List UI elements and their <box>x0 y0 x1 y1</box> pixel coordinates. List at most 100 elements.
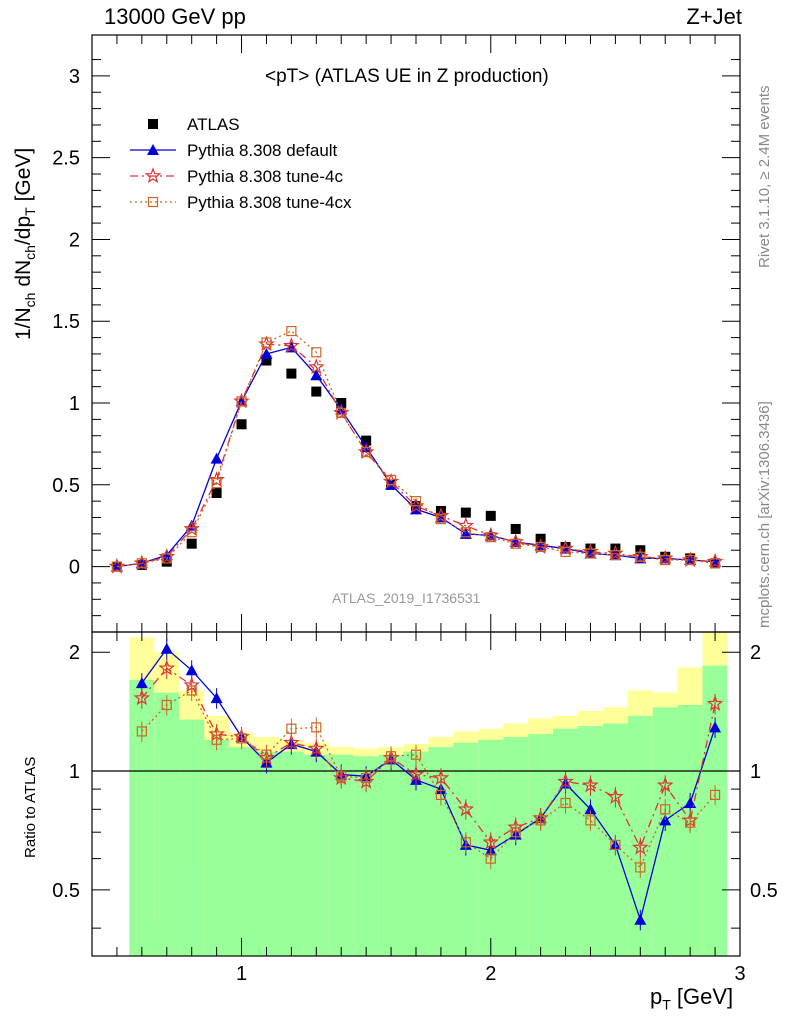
ratio-point <box>210 692 223 704</box>
ratio-point <box>236 733 247 744</box>
legend-marker <box>144 167 162 184</box>
data-point <box>260 347 273 359</box>
main-y-axis-label: 1/Nch dNch/dpT [GeV] <box>12 147 39 340</box>
data-point <box>485 532 496 543</box>
data-point <box>610 550 621 561</box>
legend-label: Pythia 8.308 tune-4cx <box>187 193 352 212</box>
ratio-point <box>311 722 322 733</box>
y-tick-label: 2 <box>69 229 80 251</box>
ratio-point <box>361 772 372 784</box>
band-inner-bin <box>303 754 329 956</box>
ratio-point <box>308 739 325 756</box>
y-tick-label-right: 2 <box>750 642 761 664</box>
ratio-point <box>135 677 148 689</box>
data-point <box>459 527 472 539</box>
data-point <box>610 543 621 554</box>
data-point <box>336 398 347 409</box>
x-axis-label: pT [GeV] <box>650 984 734 1013</box>
data-point <box>560 546 571 557</box>
ratio-point <box>211 734 222 745</box>
legend-marker <box>148 119 158 129</box>
ratio-x-ticks <box>91 632 741 956</box>
series-pythia-8-308-default <box>110 341 722 572</box>
legend-item: ATLAS <box>148 115 240 134</box>
data-point <box>286 325 297 337</box>
y-tick-label: 0.5 <box>52 475 80 497</box>
ratio-point <box>261 749 272 760</box>
band-inner-bin <box>528 734 554 956</box>
legend-label: Pythia 8.308 default <box>187 141 338 160</box>
data-point <box>161 553 172 564</box>
data-point <box>186 538 197 549</box>
ratio-series-line <box>141 647 716 923</box>
data-point <box>584 547 597 559</box>
data-point <box>385 474 397 485</box>
data-point <box>261 337 272 348</box>
data-point <box>111 561 123 572</box>
data-point <box>286 368 297 379</box>
ratio-point <box>685 817 696 828</box>
data-point <box>136 558 147 569</box>
ratio-point <box>435 789 447 801</box>
data-point <box>535 541 546 553</box>
series-atlas <box>111 355 721 572</box>
band-inner-bin <box>179 719 205 956</box>
ratio-point <box>410 749 422 760</box>
data-point <box>208 471 225 488</box>
band-inner-bin <box>278 751 304 956</box>
data-point <box>457 517 475 533</box>
band-inner-bin <box>154 692 180 956</box>
legend-label: Pythia 8.308 tune-4c <box>187 167 343 186</box>
band-inner-bin <box>553 728 578 956</box>
ratio-series-pythia-8-308-tune-4cx <box>136 680 721 879</box>
data-point <box>460 527 471 538</box>
x-tick-labels: 1 2 3 <box>236 963 746 985</box>
ratio-point <box>286 723 297 734</box>
data-point <box>685 554 696 566</box>
data-point <box>308 358 325 375</box>
data-point <box>210 452 223 464</box>
data-point <box>183 520 200 536</box>
series-pythia-8-308-tune-4cx <box>111 325 721 572</box>
ratio-point <box>660 804 671 815</box>
data-point <box>261 355 272 366</box>
legend-item: Pythia 8.308 tune-4cx <box>130 193 352 212</box>
rivet-label: Rivet 3.1.10, ≥ 2.4M events <box>756 85 773 269</box>
ratio-point <box>634 913 647 925</box>
main-x-ticks <box>91 35 741 632</box>
y-tick-label: 1.5 <box>52 311 80 333</box>
data-point <box>709 558 721 569</box>
y-tick-label-right: 1 <box>750 761 761 783</box>
ratio-point <box>535 815 546 826</box>
y-tick-label: 0.5 <box>52 880 80 902</box>
legend-marker <box>147 196 159 208</box>
ratio-point <box>635 862 646 873</box>
ratio-point <box>706 695 724 711</box>
band-inner-bin <box>652 707 678 956</box>
band-inner-bin <box>204 739 230 956</box>
ratio-point <box>560 797 571 809</box>
ratio-point <box>136 726 147 737</box>
data-point <box>161 556 172 567</box>
series-line <box>116 330 716 568</box>
series-line <box>116 346 716 568</box>
plot-title: <pT> (ATLAS UE in Z production) <box>265 66 549 87</box>
ratio-point <box>610 839 621 850</box>
band-inner-bin <box>254 751 279 956</box>
data-point <box>311 386 322 397</box>
data-point <box>557 539 574 556</box>
legend-item: Pythia 8.308 tune-4c <box>130 167 343 186</box>
legend-label: ATLAS <box>187 115 240 134</box>
ratio-point <box>385 751 397 762</box>
ratio-bands <box>129 632 728 956</box>
data-point <box>435 514 447 525</box>
ratio-point <box>133 689 151 706</box>
ratio-y-ticks: 0.5 0.5 1 1 2 2 <box>52 642 778 929</box>
data-point <box>236 396 247 407</box>
data-point <box>186 527 197 538</box>
data-point <box>361 446 372 458</box>
x-tick-label: 2 <box>485 963 496 985</box>
ratio-point <box>407 765 425 782</box>
ratio-point <box>482 833 500 850</box>
data-point <box>510 538 521 549</box>
